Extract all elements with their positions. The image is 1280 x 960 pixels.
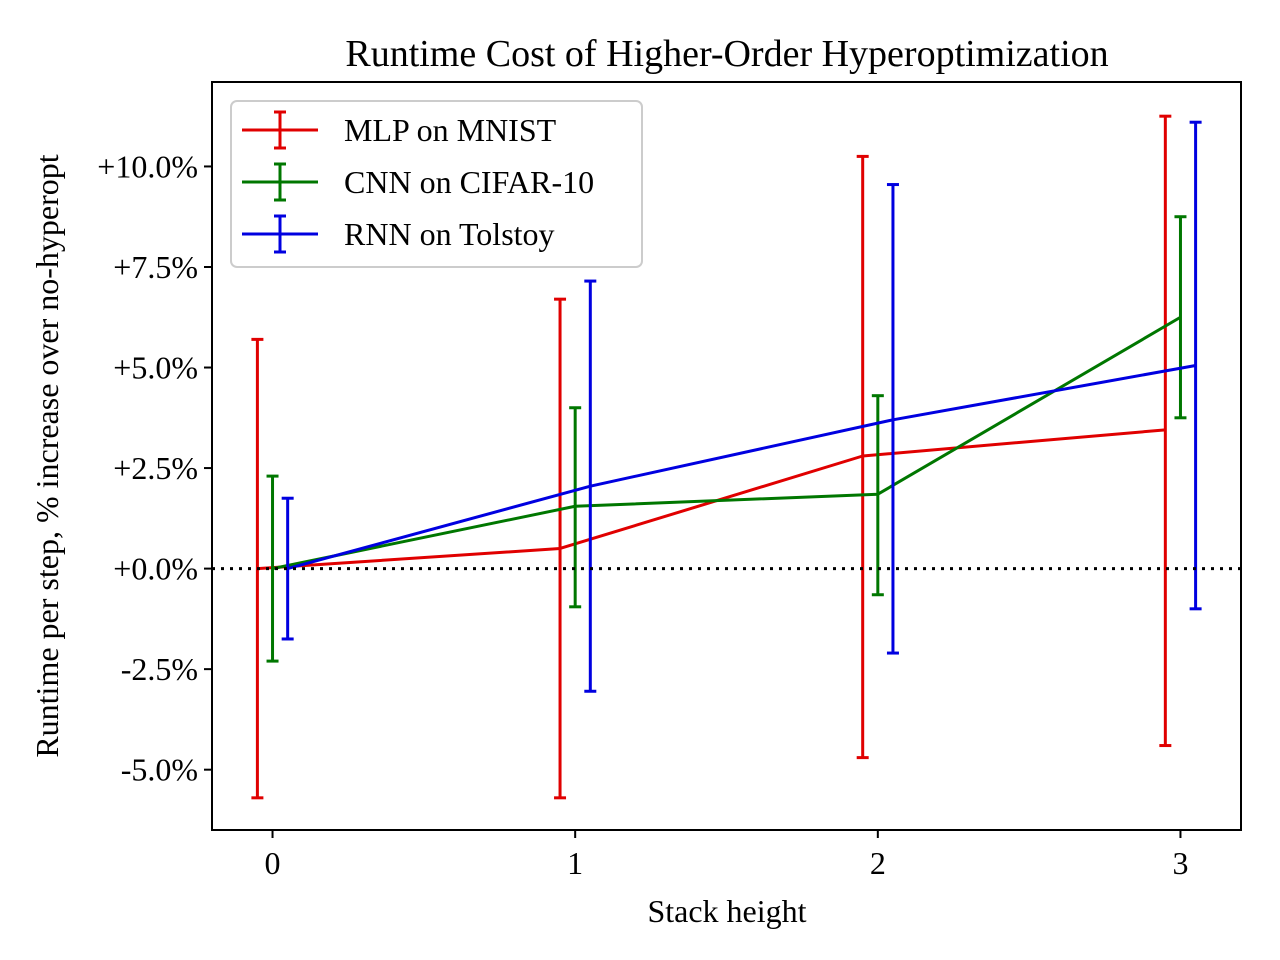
chart-title: Runtime Cost of Higher-Order Hyperoptimi… (345, 33, 1108, 75)
legend: MLP on MNIST CNN on CIFAR-10 RNN on Tolsto… (230, 100, 643, 268)
x-axis-label: Stack height (647, 893, 806, 929)
y-axis-label: Runtime per step, % increase over no-hyp… (29, 154, 65, 757)
y-tick-label: +5.0% (113, 350, 198, 386)
series-line (257, 428, 1166, 571)
x-axis-ticks: 0 1 2 3 (265, 830, 1188, 881)
legend-label: CNN on CIFAR-10 (344, 164, 594, 200)
y-tick-label: +10.0% (97, 148, 198, 184)
x-tick-label: 0 (265, 845, 281, 881)
plot-frame (211, 81, 1242, 831)
series-2 (281, 120, 1202, 693)
legend-entry-2: RNN on Tolstoy (242, 214, 555, 254)
legend-entry-0: MLP on MNIST (242, 110, 557, 150)
x-tick-label: 1 (567, 845, 583, 881)
y-tick-label: -2.5% (121, 651, 198, 687)
y-tick-label: +7.5% (113, 249, 198, 285)
legend-label: RNN on Tolstoy (344, 216, 555, 252)
y-axis-ticks: -5.0% -2.5% +0.0% +2.5% +5.0% +7.5% +10.0% (97, 148, 212, 788)
y-tick-label: -5.0% (121, 752, 198, 788)
series-layer (251, 114, 1202, 800)
series-line (287, 364, 1196, 571)
legend-entry-1: CNN on CIFAR-10 (242, 162, 594, 202)
series-line (272, 315, 1182, 571)
y-tick-label: +2.5% (113, 450, 198, 486)
series-1 (266, 215, 1187, 663)
x-tick-label: 2 (870, 845, 886, 881)
x-tick-label: 3 (1172, 845, 1188, 881)
legend-box (230, 100, 643, 268)
legend-label: MLP on MNIST (344, 112, 557, 148)
y-tick-label: +0.0% (113, 551, 198, 587)
